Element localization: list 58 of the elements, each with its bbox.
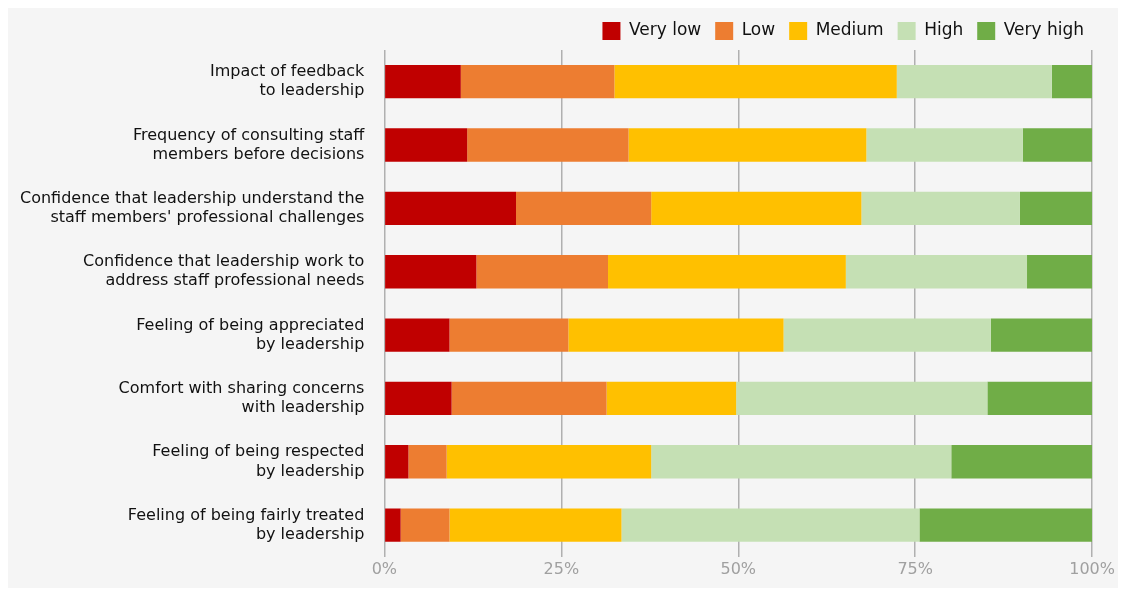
y-tick-label: Feeling of being respected by leadership [152,441,365,480]
bar [1051,64,1093,99]
bar [651,191,862,226]
bar [449,508,622,542]
y-tick-label: Impact of feedback to leadership [209,61,366,100]
bar [614,64,897,99]
bar [476,255,609,289]
bar [990,318,1093,352]
bar [919,508,1093,542]
x-tick-label: 0% [371,558,398,578]
bar [385,128,468,162]
bar [736,381,988,416]
legend-label: Low [741,19,776,40]
x-tick-label: 25% [543,558,580,578]
bar [467,128,629,162]
y-tick-label: Feeling of being appreciated by leadership [136,314,365,353]
bar [621,508,920,542]
bar [628,128,867,162]
bar [400,508,450,542]
bar [385,255,477,289]
legend-label: Medium [815,19,884,40]
x-tick-label: 50% [720,558,757,578]
bar [783,318,991,352]
y-tick-label: Confidence that leadership work to address staff professional needs [83,251,365,290]
bar [951,445,1093,479]
bar [385,445,409,479]
bar [446,445,652,479]
bar [385,508,401,542]
bar [451,381,607,416]
bar [608,255,846,289]
bar [866,128,1023,162]
bar [385,64,461,99]
bar [568,318,784,352]
x-tick-label: 75% [897,558,933,578]
bar [861,191,1020,226]
y-tick-label: Confidence that leadership understand the staff members' professional challenges [20,187,365,227]
bar [1022,128,1093,162]
x-tick-label: 100% [1069,558,1115,578]
bar [516,191,652,226]
legend-label: Very low [628,19,702,40]
bar [385,381,452,416]
y-tick-label: Feeling of being fairly treated by leadership [127,504,365,543]
bar [845,255,1028,289]
bar [1019,191,1093,226]
legend-label: Very high [1003,19,1085,40]
legend-label: High [924,19,964,40]
y-tick-label: Comfort with sharing concerns with leadership [118,377,365,417]
bar [1027,255,1093,289]
bar [385,191,517,226]
bar [606,381,737,416]
bar [987,381,1093,416]
bar [449,318,569,352]
bar [651,445,952,479]
bar [408,445,447,479]
bar [460,64,615,99]
bar [385,318,450,352]
bar [896,64,1052,99]
y-tick-label: Frequency of consulting staff members before decisions [132,124,366,163]
